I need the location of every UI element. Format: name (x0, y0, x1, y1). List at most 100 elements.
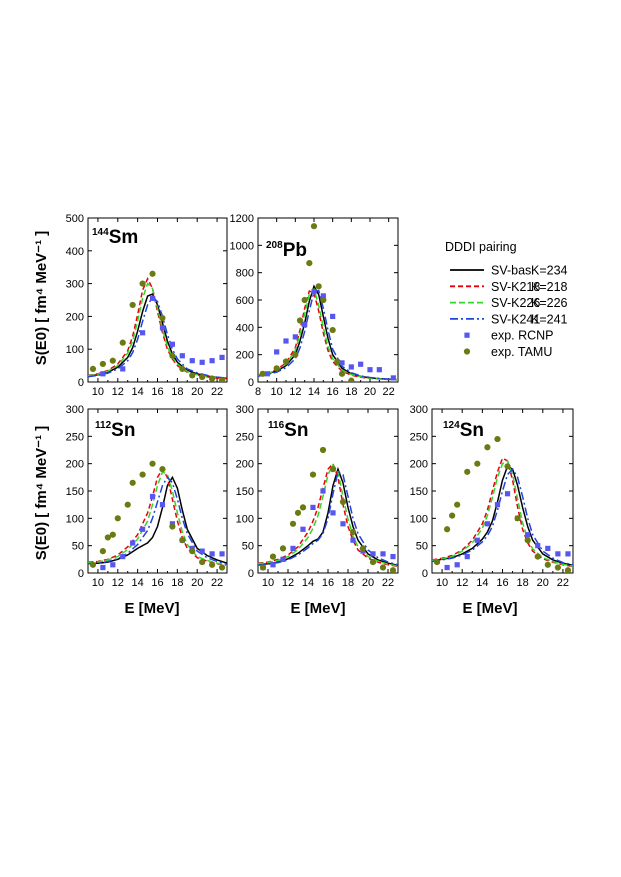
y-tick-label: 250 (410, 431, 428, 443)
point-exp-rcnp (199, 548, 205, 554)
point-exp-tamu (129, 301, 136, 309)
point-exp-rcnp (320, 488, 326, 494)
x-tick-label: 14 (302, 577, 314, 589)
point-exp-tamu (299, 504, 307, 511)
x-tick-label: 18 (342, 577, 354, 589)
panel-sn112: 10 12 14 16 18 20 22 0 50 100 150 200 250 300 112Sn (66, 404, 228, 589)
x-tick-label: 10 (92, 577, 104, 589)
x-tick-label: 22 (211, 577, 223, 589)
series-line-sv-k218 (88, 276, 227, 380)
legend-k-value: K=234 (531, 264, 568, 278)
point-exp-tamu (139, 280, 146, 287)
y-tick-label: 500 (66, 213, 84, 225)
point-exp-rcnp (100, 564, 106, 571)
series-exp-rcnp (444, 491, 571, 571)
y-tick-label: 200 (410, 459, 428, 471)
point-exp-rcnp (370, 551, 376, 557)
legend-label: SV-bas (491, 264, 531, 278)
point-exp-rcnp (535, 543, 541, 549)
x-tick-label: 20 (191, 386, 203, 398)
x-tick-label: 22 (382, 577, 394, 589)
series-exp-tamu (89, 270, 226, 382)
point-exp-tamu (159, 314, 166, 322)
point-exp-tamu (514, 515, 521, 522)
x-tick-label: 12 (289, 386, 301, 398)
point-exp-rcnp (494, 502, 501, 508)
plot-area (258, 223, 398, 382)
plot-frame (431, 408, 574, 574)
point-exp-tamu (474, 460, 481, 467)
point-exp-rcnp (464, 554, 470, 560)
point-exp-rcnp (149, 493, 156, 500)
legend-entry: exp. RCNP (464, 329, 554, 343)
point-exp-rcnp (169, 341, 175, 347)
x-tick-label: 16 (496, 577, 508, 589)
series-exp-tamu (259, 223, 355, 382)
point-exp-tamu (524, 537, 531, 544)
point-exp-rcnp (555, 551, 561, 557)
point-exp-rcnp (159, 502, 166, 508)
nucleus-label-pb208: 208Pb (266, 240, 307, 261)
point-exp-rcnp (110, 562, 116, 568)
point-exp-tamu (114, 515, 121, 522)
point-exp-tamu (296, 317, 304, 324)
x-tick-label: 12 (456, 577, 468, 589)
legend-label: exp. TAMU (491, 345, 552, 359)
y-tick-label: 100 (66, 344, 84, 356)
x-tick-label: 20 (191, 577, 203, 589)
legend-marker (463, 348, 471, 355)
point-exp-tamu (349, 528, 357, 536)
point-exp-tamu (149, 270, 156, 277)
point-exp-tamu (454, 501, 461, 508)
point-exp-tamu (273, 365, 280, 372)
point-exp-rcnp (219, 354, 225, 360)
series-exp-tamu (259, 446, 397, 573)
point-exp-tamu (320, 296, 327, 304)
point-exp-tamu (124, 501, 131, 508)
legend-entry: SV-bas K=234 (450, 264, 568, 278)
x-tick-label: 22 (383, 386, 395, 398)
y-tick-label: 800 (236, 268, 254, 280)
point-exp-rcnp (320, 293, 326, 299)
y-tick-label: 50 (416, 541, 428, 553)
y-tick-label: 400 (66, 246, 84, 258)
point-exp-tamu (209, 375, 216, 382)
point-exp-tamu (282, 358, 290, 365)
x-tick-label: 22 (557, 577, 569, 589)
point-exp-tamu (159, 466, 166, 473)
point-exp-tamu (119, 339, 126, 346)
point-exp-rcnp (264, 371, 270, 377)
point-exp-tamu (89, 365, 97, 372)
point-exp-tamu (544, 561, 551, 568)
point-exp-tamu (109, 531, 116, 538)
series-line-sv-bas (432, 465, 573, 567)
point-exp-tamu (259, 370, 266, 377)
y-tick-label: 0 (422, 568, 428, 580)
point-exp-rcnp (159, 325, 166, 331)
point-exp-tamu (99, 548, 106, 555)
series-line-sv-k241 (258, 470, 398, 567)
x-tick-label: 12 (112, 386, 124, 398)
y-tick-label: 0 (248, 568, 254, 580)
y-tick-label: 50 (72, 541, 84, 553)
legend-k-value: K=218 (531, 280, 568, 294)
point-exp-tamu (389, 567, 397, 573)
nucleus-label-sm144: 144Sm (92, 227, 138, 248)
point-exp-tamu (189, 548, 196, 555)
point-exp-tamu (464, 468, 471, 475)
x-axis-label-2: E [MeV] (290, 600, 345, 617)
x-tick-label: 10 (271, 386, 283, 398)
legend-label: SV-K226 (491, 296, 540, 310)
point-exp-tamu (433, 558, 441, 566)
point-exp-rcnp (140, 330, 146, 336)
y-tick-label: 300 (66, 404, 84, 416)
plot-area (258, 446, 398, 573)
point-exp-rcnp (330, 313, 336, 319)
series-exp-tamu (433, 435, 572, 573)
legend-title: DDDI pairing (445, 240, 517, 254)
point-exp-rcnp (149, 295, 156, 301)
point-exp-rcnp (339, 360, 345, 366)
